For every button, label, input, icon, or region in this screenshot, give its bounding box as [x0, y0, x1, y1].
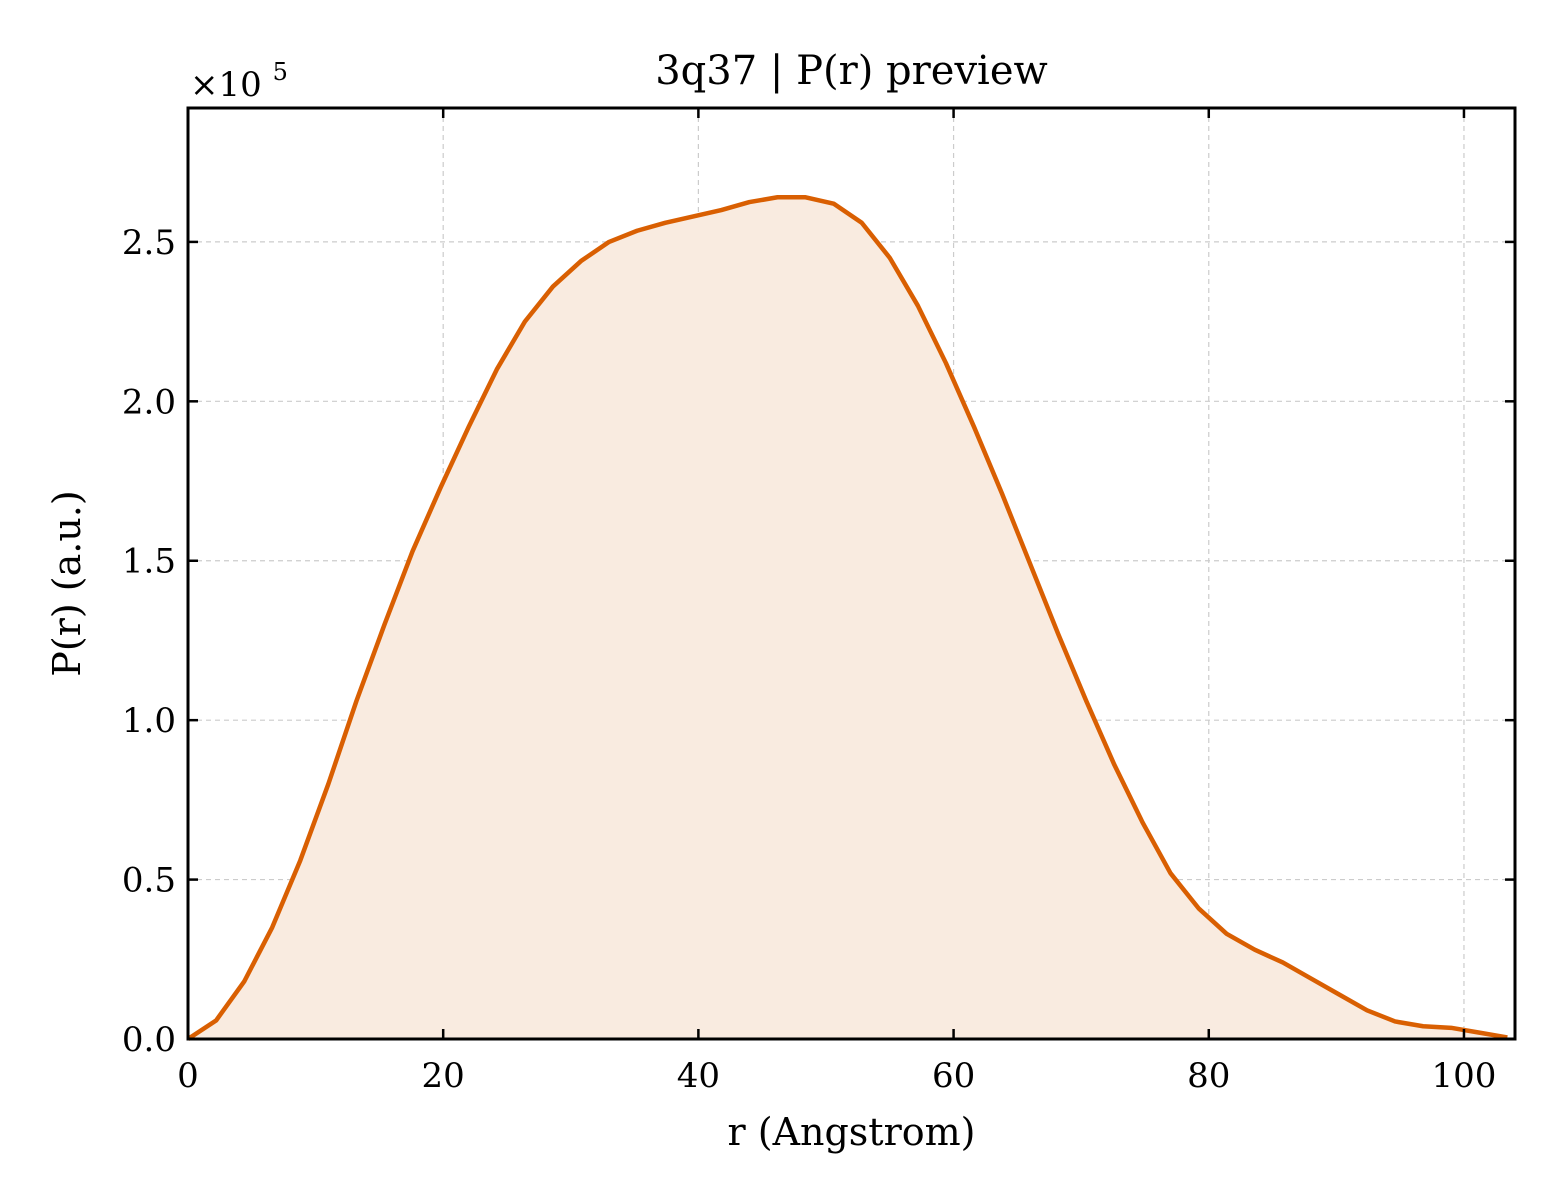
x-tick-label-3: 60 — [932, 1056, 975, 1096]
y-tick-label-1: 0.5 — [122, 861, 176, 901]
x-tick-label-2: 40 — [677, 1056, 720, 1096]
series-line — [186, 195, 1508, 1041]
y-axis-multiplier-exponent: 5 — [273, 58, 288, 86]
chart-title: 3q37 | P(r) preview — [655, 48, 1048, 94]
y-axis-multiplier-base: ×10 — [190, 65, 262, 105]
ticks-layer: 0 20 40 60 80 100 0.0 0.5 1.0 1.5 2.0 2.5 — [122, 108, 1515, 1096]
area-fill — [188, 197, 1508, 1039]
y-tick-label-5: 2.5 — [122, 223, 176, 263]
x-tick-label-4: 80 — [1187, 1056, 1230, 1096]
y-tick-label-2: 1.0 — [122, 701, 176, 741]
x-tick-label-0: 0 — [177, 1056, 199, 1096]
y-tick-label-4: 2.0 — [122, 382, 176, 422]
y-tick-label-3: 1.5 — [122, 542, 176, 582]
y-axis-multiplier: ×10 5 — [190, 58, 288, 105]
x-tick-label-1: 20 — [422, 1056, 465, 1096]
y-axis-label: P(r) (a.u.) — [45, 490, 89, 676]
plot-frame — [186, 106, 1517, 1041]
y-tick-label-0: 0.0 — [122, 1020, 176, 1060]
x-axis-label: r (Angstrom) — [728, 1110, 976, 1154]
x-tick-label-5: 100 — [1432, 1056, 1497, 1096]
